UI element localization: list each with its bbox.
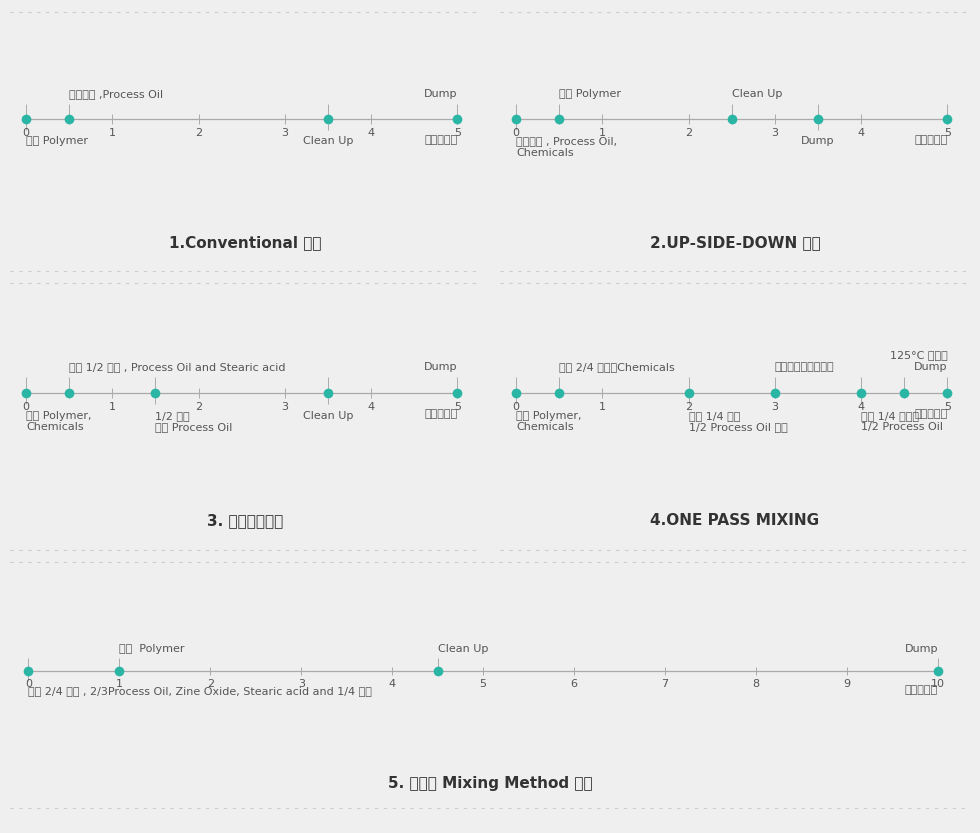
Text: 0: 0	[513, 128, 519, 138]
Text: 注入 2/4 填料 , 2/3Process Oil, Zine Oxide, Stearic acid and 1/4 填料: 注入 2/4 填料 , 2/3Process Oil, Zine Oxide, …	[28, 686, 372, 696]
Text: 注入 Polymer,
Chemicals: 注入 Polymer, Chemicals	[516, 411, 581, 432]
Text: Clean Up: Clean Up	[438, 644, 488, 654]
Text: 4.ONE PASS MIXING: 4.ONE PASS MIXING	[651, 513, 819, 528]
Text: 注入硫化剑、促化剑: 注入硫化剑、促化剑	[775, 362, 835, 372]
Text: 5: 5	[454, 402, 461, 412]
Text: 3: 3	[281, 128, 288, 138]
Text: 4: 4	[389, 679, 396, 689]
Text: 3: 3	[281, 402, 288, 412]
Text: 注入 Polymer,
Chemicals: 注入 Polymer, Chemicals	[26, 411, 91, 432]
Text: Clean Up: Clean Up	[303, 411, 353, 421]
Text: Dump: Dump	[424, 88, 458, 98]
Text: Clean Up: Clean Up	[303, 136, 353, 146]
Text: 1: 1	[599, 128, 606, 138]
Text: Dump: Dump	[802, 136, 835, 146]
Text: 3. 隔离注入方法: 3. 隔离注入方法	[207, 513, 283, 528]
Text: 時間（分）: 時間（分）	[424, 410, 458, 420]
Text: 0: 0	[23, 402, 29, 412]
Text: 3: 3	[771, 402, 778, 412]
Text: 5: 5	[479, 679, 487, 689]
Text: 9: 9	[844, 679, 851, 689]
Text: 2: 2	[207, 679, 214, 689]
Text: 時間（分）: 時間（分）	[914, 410, 948, 420]
Text: 3: 3	[771, 128, 778, 138]
Text: 注入填料 ,Process Oil: 注入填料 ,Process Oil	[70, 88, 164, 98]
Text: 注入 Polymer: 注入 Polymer	[560, 88, 621, 98]
Text: 注入 1/2 填料 , Process Oil and Stearic acid: 注入 1/2 填料 , Process Oil and Stearic acid	[70, 362, 286, 372]
Text: 2: 2	[685, 402, 692, 412]
Text: 0: 0	[24, 679, 31, 689]
Text: 時間（分）: 時間（分）	[914, 135, 948, 145]
Text: 5: 5	[454, 128, 461, 138]
Text: 1.Conventional 方法: 1.Conventional 方法	[169, 235, 321, 250]
Text: 3: 3	[298, 679, 305, 689]
Text: 1: 1	[599, 402, 606, 412]
Text: 0: 0	[513, 402, 519, 412]
Text: 注入 Polymer: 注入 Polymer	[26, 136, 88, 146]
Text: 0: 0	[23, 128, 29, 138]
Text: 時間（分）: 時間（分）	[424, 135, 458, 145]
Text: 1: 1	[109, 402, 116, 412]
Text: 注入 1/4 填料
1/2 Process Oil 投入: 注入 1/4 填料 1/2 Process Oil 投入	[689, 411, 787, 432]
Text: Dump: Dump	[424, 362, 458, 372]
Text: 8: 8	[753, 679, 760, 689]
Text: 注入 1/4 填料，
1/2 Process Oil: 注入 1/4 填料， 1/2 Process Oil	[861, 411, 943, 432]
Text: 注入填料 , Process Oil,
Chemicals: 注入填料 , Process Oil, Chemicals	[516, 136, 617, 157]
Text: 注入 2/4 填料，Chemicals: 注入 2/4 填料，Chemicals	[560, 362, 675, 372]
Text: 時間（分）: 時間（分）	[905, 685, 938, 695]
Text: 125°C 以下で
Dump: 125°C 以下で Dump	[890, 351, 948, 372]
Text: Clean Up: Clean Up	[732, 88, 782, 98]
Text: 2: 2	[195, 402, 202, 412]
Text: 2: 2	[685, 128, 692, 138]
Text: 5. 低硬度 Mixing Method 方法: 5. 低硬度 Mixing Method 方法	[388, 776, 592, 791]
Text: 4: 4	[858, 128, 864, 138]
Text: 1: 1	[109, 128, 116, 138]
Text: 4: 4	[368, 128, 374, 138]
Text: 2.UP-SIDE-DOWN 方法: 2.UP-SIDE-DOWN 方法	[650, 235, 820, 250]
Text: 2: 2	[195, 128, 202, 138]
Text: 1: 1	[116, 679, 122, 689]
Text: 1/2 填料
注入 Process Oil: 1/2 填料 注入 Process Oil	[156, 411, 233, 432]
Text: 5: 5	[944, 128, 951, 138]
Text: Dump: Dump	[905, 644, 938, 654]
Text: 5: 5	[944, 402, 951, 412]
Text: 注入  Polymer: 注入 Polymer	[120, 644, 185, 654]
Text: 4: 4	[858, 402, 864, 412]
Text: 7: 7	[662, 679, 668, 689]
Text: 6: 6	[570, 679, 577, 689]
Text: 4: 4	[368, 402, 374, 412]
Text: 10: 10	[931, 679, 945, 689]
